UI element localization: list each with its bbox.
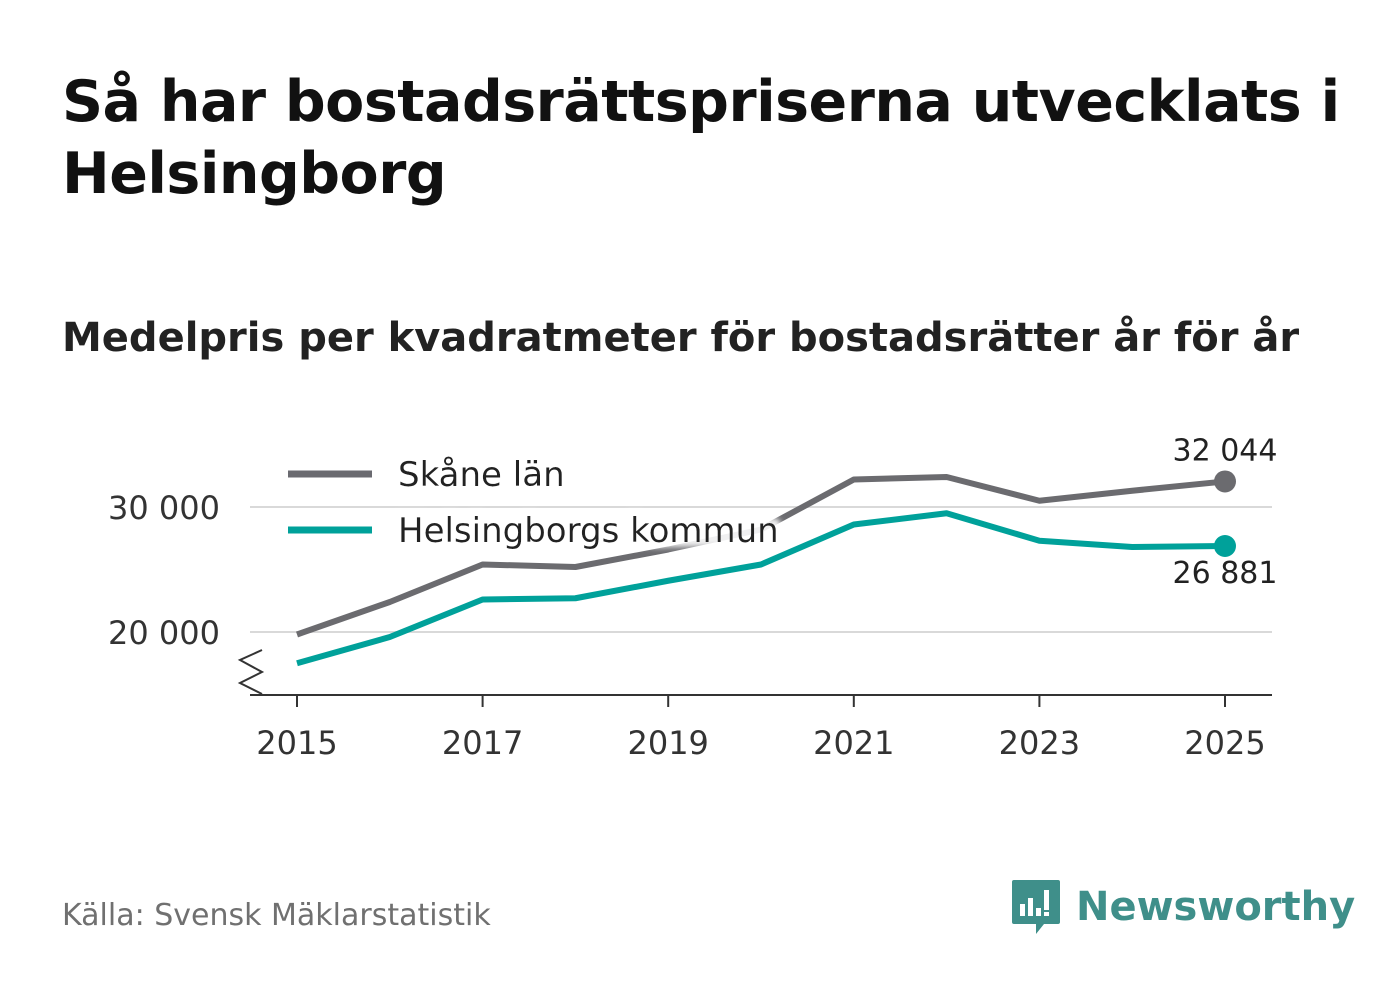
x-tick-label: 2019 [627, 724, 708, 762]
series-line [296, 510, 1226, 667]
x-tick-label: 2017 [442, 724, 523, 762]
newsworthy-logo-icon [1012, 880, 1060, 934]
chart-subtitle: Medelpris per kvadratmeter för bostadsrä… [62, 315, 1300, 361]
series-line [296, 474, 1226, 638]
end-value-label: 32 044 [1173, 433, 1278, 468]
x-tick-label: 2021 [813, 724, 894, 762]
brand-name: Newsworthy [1076, 884, 1356, 930]
chart-title: Så har bostadsrättspriserna utvecklats i… [62, 69, 1340, 207]
x-tick-label: 2015 [256, 724, 337, 762]
legend-label: Skåne län [398, 455, 565, 495]
end-value-label: 26 881 [1173, 556, 1278, 591]
y-tick-label: 20 000 [108, 614, 220, 652]
series-end-point [1214, 534, 1236, 557]
legend-label: Helsingborgs kommun [398, 511, 779, 551]
x-tick-label: 2023 [999, 724, 1080, 762]
series-end-point [1214, 470, 1236, 493]
y-tick-label: 30 000 [108, 489, 220, 527]
brand-logo: Newsworthy [1010, 878, 1355, 936]
axis-break-icon [237, 649, 265, 695]
legend: Skåne län Helsingborgs kommun [288, 455, 779, 551]
x-tick-label: 2025 [1184, 724, 1265, 762]
source-text: Källa: Svensk Mäklarstatistik [62, 898, 491, 933]
